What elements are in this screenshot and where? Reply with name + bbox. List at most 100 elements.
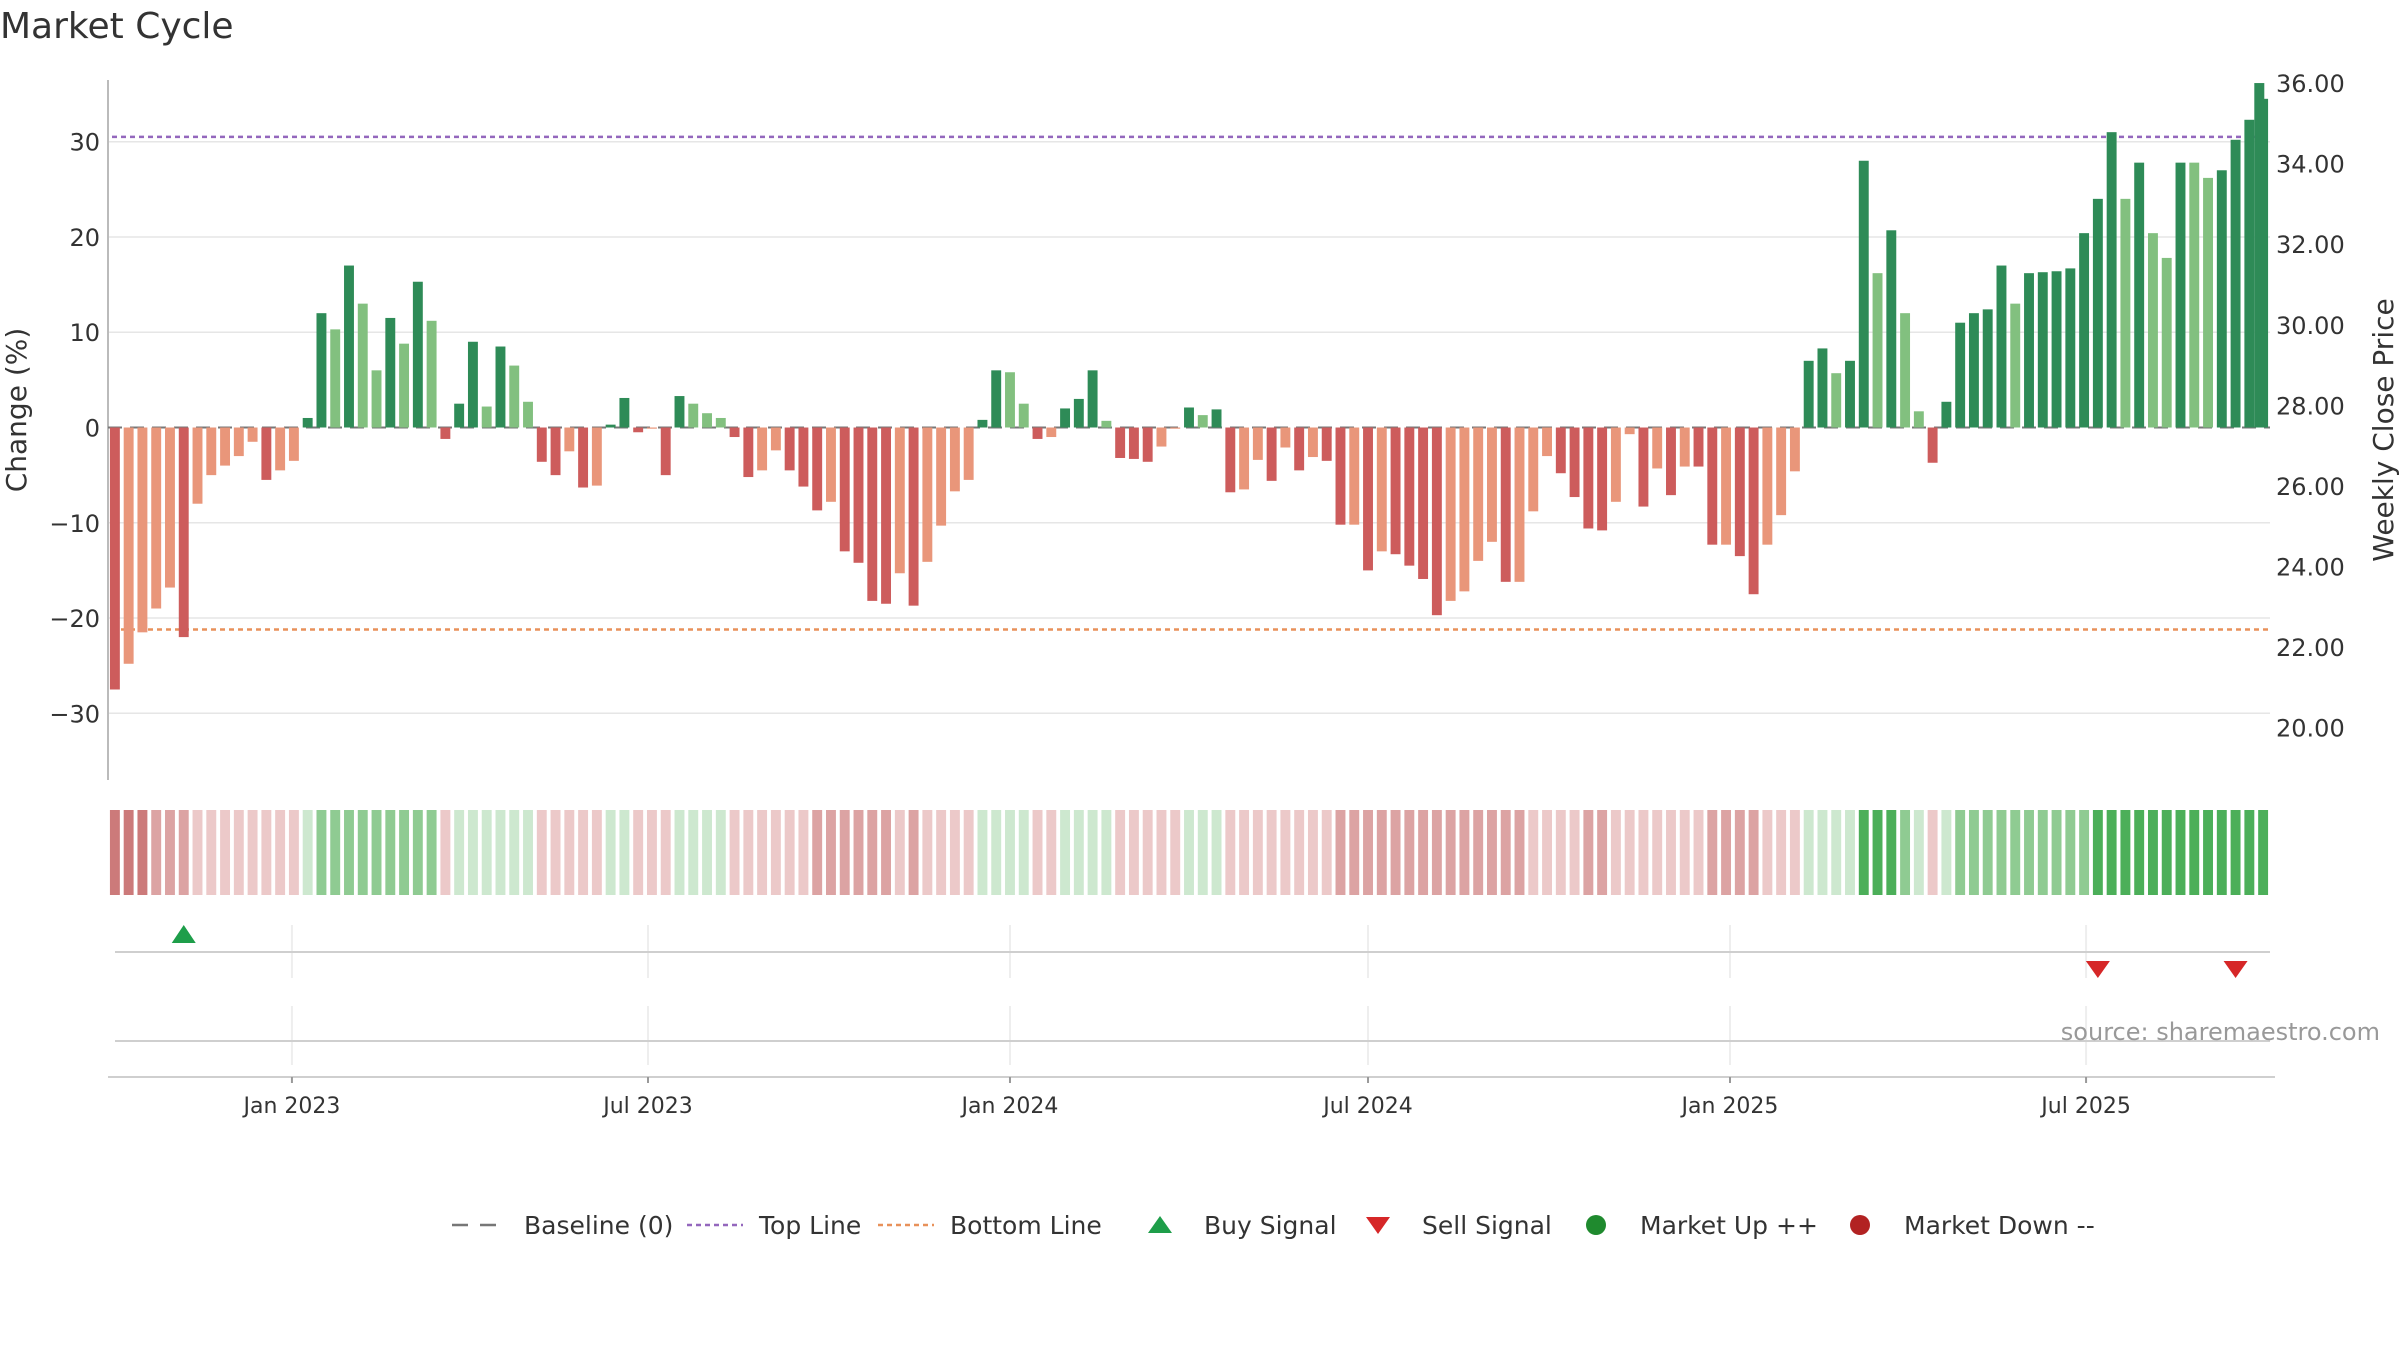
strip-cell (1101, 810, 1112, 895)
change-bar (977, 419, 988, 428)
right-tick-label: 20.00 (2276, 715, 2345, 743)
change-bar (1390, 427, 1401, 555)
signal-panel (108, 925, 2275, 1078)
legend-swatch (1366, 1217, 1390, 1234)
change-bar (839, 427, 850, 552)
change-bar (109, 427, 120, 690)
change-bar (1032, 427, 1043, 439)
strip-cell (2079, 810, 2090, 895)
strip-cell (1073, 810, 1084, 895)
change-bar (1321, 427, 1332, 461)
change-bar (1046, 427, 1057, 438)
strip-cell (2258, 810, 2269, 895)
strip-cell (674, 810, 685, 895)
change-bar (1528, 427, 1539, 512)
strip-cell (1087, 810, 1098, 895)
change-bar (2079, 233, 2090, 428)
change-bar (344, 265, 354, 428)
change-bar (509, 365, 520, 428)
change-bar (247, 427, 258, 442)
change-bar (261, 427, 272, 480)
strip-cell (440, 810, 451, 895)
strip-cell (1280, 810, 1291, 895)
strip-cell (2106, 810, 2117, 895)
change-bar (1211, 409, 1222, 428)
legend: Baseline (0) Top Line Bottom Line Buy Signa… (452, 1211, 2095, 1240)
change-bar (1294, 427, 1305, 471)
change-bar (1666, 427, 1676, 496)
change-bar (660, 427, 671, 476)
strip-cell (192, 810, 203, 895)
strip-cell (2230, 810, 2241, 895)
strip-cell (646, 810, 657, 895)
change-bar (536, 427, 547, 462)
change-bar (1128, 427, 1139, 459)
legend-item-buy: Buy Signal (1148, 1211, 1337, 1240)
change-bar (1982, 309, 1993, 428)
change-bar (1610, 427, 1621, 502)
strip-cell (165, 810, 175, 895)
strip-cell (467, 810, 478, 895)
change-bar (1266, 427, 1277, 481)
strip-cell (1803, 810, 1814, 895)
strip-cell (1996, 810, 2007, 895)
strip-cell (1211, 810, 1222, 895)
change-bar (1073, 398, 1084, 428)
strip-cell (1900, 810, 1911, 895)
change-bar (2120, 198, 2131, 428)
strip-cell (1294, 810, 1305, 895)
change-bar (908, 427, 919, 606)
change-bar (1349, 427, 1360, 525)
change-bar (1184, 407, 1194, 428)
change-bar (233, 427, 244, 457)
strip-cell (523, 810, 533, 895)
change-bar (1087, 370, 1098, 428)
strip-cell (578, 810, 589, 895)
strip-cell (1514, 810, 1525, 895)
strip-cell (399, 810, 410, 895)
change-bar (729, 427, 740, 438)
change-bar (853, 427, 864, 563)
strip-cell (1721, 810, 1732, 895)
strip-cell (1982, 810, 1993, 895)
change-bar (2051, 271, 2062, 428)
left-y-axis: 30 20 10 0 −10 −20 −30 (49, 80, 109, 780)
legend-item-sell: Sell Signal (1366, 1211, 1552, 1240)
strip-cell (2134, 810, 2145, 895)
change-bar (1225, 427, 1236, 493)
strip-cell (316, 810, 327, 895)
change-bar (330, 329, 341, 428)
change-bar (1872, 273, 1883, 428)
strip-cell (1652, 810, 1663, 895)
left-tick-label: 20 (69, 224, 100, 252)
change-bar (1376, 427, 1387, 552)
strip-cell (1197, 810, 1208, 895)
change-bar (1941, 401, 1952, 428)
x-tick-label: Jan 2023 (241, 1094, 340, 1119)
strip-cell (839, 810, 850, 895)
strip-cell (412, 810, 423, 895)
change-bar (1335, 427, 1346, 525)
strip-cell (1473, 810, 1484, 895)
x-tick-label: Jan 2024 (960, 1094, 1059, 1119)
strip-cell (881, 810, 892, 895)
left-tick-label: 30 (69, 129, 100, 157)
strip-cell (481, 810, 492, 895)
strip-cell (688, 810, 699, 895)
strip-cell (2065, 810, 2076, 895)
strip-cell (619, 810, 630, 895)
change-bar (192, 427, 203, 504)
strip-cell (1018, 810, 1029, 895)
chart-title: Market Cycle (0, 6, 234, 47)
change-bar (454, 403, 465, 428)
legend-item-market_up: Market Up ++ (1586, 1211, 1818, 1240)
strip-cell (426, 810, 437, 895)
left-tick-label: −30 (49, 700, 100, 728)
strip-cell (908, 810, 919, 895)
strip-cell (991, 810, 1002, 895)
strip-cell (1707, 810, 1718, 895)
strip-cell (550, 810, 561, 895)
legend-label: Buy Signal (1204, 1211, 1337, 1240)
strip-cell (1762, 810, 1773, 895)
strip-cell (1404, 810, 1415, 895)
